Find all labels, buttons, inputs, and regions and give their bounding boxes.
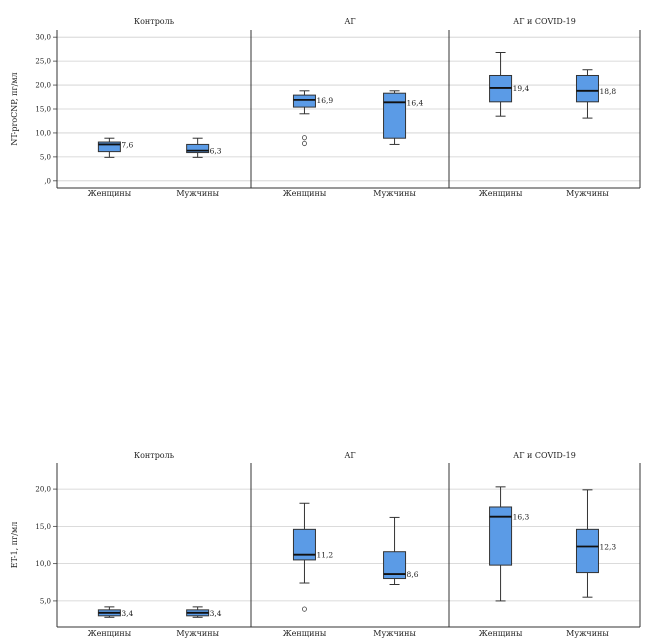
y-tick-label: 20,0 bbox=[35, 82, 51, 90]
x-category-label: Женщины bbox=[479, 189, 523, 198]
y-tick-label: 10,0 bbox=[35, 129, 51, 137]
box-2: 16,4 Мужчины bbox=[373, 90, 424, 198]
box-2: 8,6 Мужчины bbox=[373, 516, 419, 638]
x-category-label: Мужчины bbox=[176, 189, 219, 198]
x-category-label: Мужчины bbox=[566, 189, 609, 198]
y-tick-label: ,0 bbox=[44, 177, 51, 185]
outlier-point bbox=[302, 140, 307, 147]
box-1: 19,4 Женщины bbox=[479, 52, 530, 198]
median-label: 16,9 bbox=[316, 96, 333, 105]
y-tick-label: 20,0 bbox=[35, 486, 51, 494]
box-iqr bbox=[575, 74, 599, 103]
panel-title: АГ bbox=[344, 17, 355, 26]
median-label: 16,3 bbox=[513, 513, 530, 522]
panel-2: АГ 16,9 Женщины 16,4 Мужчины bbox=[250, 17, 449, 198]
panel-title: АГ bbox=[344, 451, 355, 460]
panel-title: АГ и COVID-19 bbox=[513, 17, 576, 26]
box-1: 16,3 Женщины bbox=[479, 486, 530, 638]
y-tick-label: 15,0 bbox=[35, 106, 51, 114]
box-iqr bbox=[97, 141, 121, 153]
median-label: 8,6 bbox=[407, 570, 419, 579]
median-label: 3,4 bbox=[210, 609, 222, 618]
y-axis-label: NT-proCNP, пг/мл bbox=[10, 72, 19, 145]
box-1: 3,4 Женщины bbox=[88, 606, 134, 638]
y-tick-label: 10,0 bbox=[35, 560, 51, 568]
box-iqr bbox=[489, 506, 513, 566]
median-label: 16,4 bbox=[407, 98, 424, 107]
median-label: 12,3 bbox=[599, 542, 616, 551]
box-1: 11,2 Женщины bbox=[283, 502, 333, 638]
x-category-label: Мужчины bbox=[373, 629, 416, 638]
chart-1: NT-proCNP, пг/мл ,0 5,0 10,0 15,0 20,0 25,0 30,… bbox=[10, 17, 641, 198]
box-2: 6,3 Мужчины bbox=[176, 137, 222, 198]
panel-2: АГ 11,2 Женщины 8,6 Мужчины bbox=[250, 451, 449, 638]
y-tick-label: 5,0 bbox=[40, 153, 51, 161]
median-label: 3,4 bbox=[121, 609, 133, 618]
box-1: 16,9 Женщины bbox=[283, 90, 333, 198]
box-2: 18,8 Мужчины bbox=[566, 69, 616, 198]
panel-title: Контроль bbox=[134, 451, 175, 460]
box-iqr bbox=[383, 551, 407, 580]
panel-title: АГ и COVID-19 bbox=[513, 451, 576, 460]
x-category-label: Женщины bbox=[283, 189, 327, 198]
y-tick-label: 25,0 bbox=[35, 58, 51, 66]
chart-2: ET-1, пг/мл 5,0 10,0 15,0 20,0 Контроль 3,4 Жен… bbox=[10, 451, 641, 638]
box-2: 3,4 Мужчины bbox=[176, 606, 222, 638]
x-category-label: Мужчины bbox=[176, 629, 219, 638]
box-1: 7,6 Женщины bbox=[88, 137, 134, 198]
box-iqr bbox=[575, 528, 599, 574]
y-tick-label: 5,0 bbox=[40, 597, 51, 605]
panel-3: АГ и COVID-19 19,4 Женщины 18,8 Мужчины bbox=[448, 17, 641, 198]
y-axis-label: ET-1, пг/мл bbox=[10, 522, 19, 569]
outlier-point bbox=[302, 135, 307, 141]
x-category-label: Женщины bbox=[283, 629, 327, 638]
outlier-point bbox=[302, 606, 307, 612]
x-category-label: Женщины bbox=[479, 629, 523, 638]
median-label: 6,3 bbox=[210, 147, 222, 156]
x-category-label: Женщины bbox=[88, 629, 132, 638]
panel-1: Контроль 3,4 Женщины 3,4 Мужчины bbox=[56, 451, 251, 638]
y-tick-label: 15,0 bbox=[35, 523, 51, 531]
x-category-label: Мужчины bbox=[373, 189, 416, 198]
box-iqr bbox=[383, 92, 407, 139]
panel-1: Контроль 7,6 Женщины 6,3 Мужчины bbox=[56, 17, 251, 198]
x-category-label: Мужчины bbox=[566, 629, 609, 638]
median-label: 18,8 bbox=[599, 87, 616, 96]
median-label: 7,6 bbox=[121, 140, 133, 149]
box-iqr bbox=[186, 143, 210, 154]
y-tick-label: 30,0 bbox=[35, 34, 51, 42]
median-label: 19,4 bbox=[513, 84, 530, 93]
panel-title: Контроль bbox=[134, 17, 175, 26]
median-label: 11,2 bbox=[316, 551, 333, 560]
box-2: 12,3 Мужчины bbox=[566, 489, 616, 638]
x-category-label: Женщины bbox=[88, 189, 132, 198]
box-iqr bbox=[292, 94, 316, 108]
box-iqr bbox=[292, 528, 316, 561]
panel-3: АГ и COVID-19 16,3 Женщины 12,3 Мужчины bbox=[448, 451, 641, 638]
